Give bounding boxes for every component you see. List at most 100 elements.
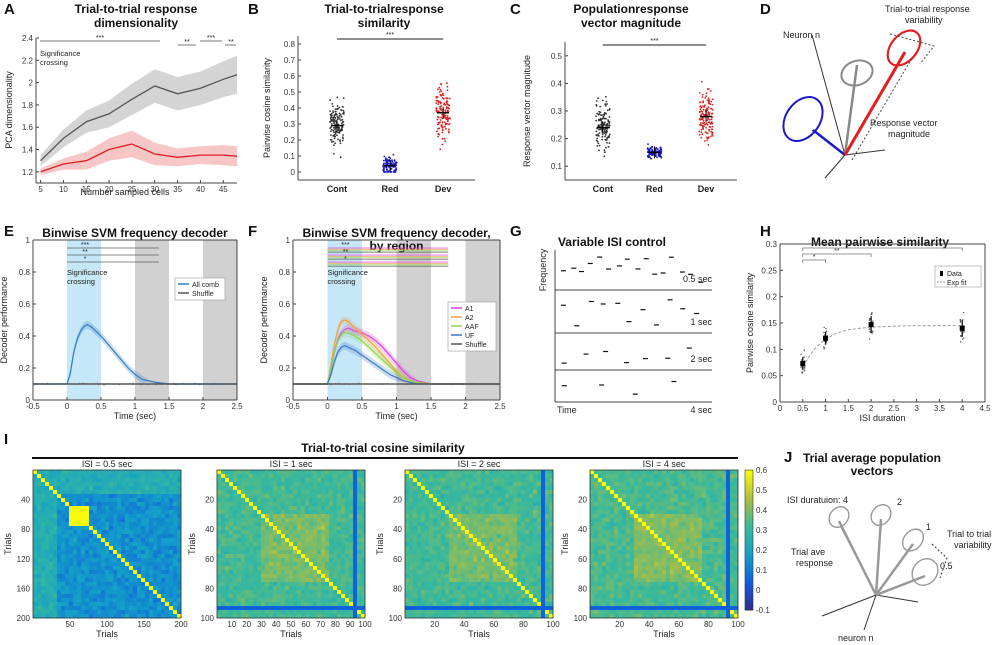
panel-i-heatmap-cell <box>221 514 226 519</box>
panel-i-heatmap-cell <box>457 474 462 479</box>
panel-i-heatmap-cell <box>137 578 142 583</box>
panel-i-heatmap-cell <box>273 558 278 563</box>
panel-i-heatmap-cell <box>133 526 138 531</box>
panel-i-heatmap-cell <box>285 574 290 579</box>
panel-i-heatmap-cell <box>41 574 46 579</box>
panel-i-heatmap-cell <box>325 534 330 539</box>
panel-i-heatmap-cell <box>61 526 66 531</box>
panel-i-heatmap-cell <box>85 494 90 499</box>
panel-i-heatmap-cell <box>145 574 150 579</box>
panel-i-heatmap-cell <box>405 470 410 475</box>
panel-i-heatmap-cell <box>441 522 446 527</box>
panel-i-heatmap-cell <box>165 562 170 567</box>
panel-c-point-Dev <box>710 112 713 115</box>
panel-i-heatmap-cell <box>221 478 226 483</box>
panel-i-heatmap-cell <box>37 594 42 599</box>
panel-i-heatmap-cell <box>161 502 166 507</box>
panel-e-sig-mark: ** <box>82 249 88 256</box>
panel-i-heatmap-cell <box>513 542 518 547</box>
panel-i-heatmap-cell <box>41 522 46 527</box>
panel-i-heatmap-cell <box>293 526 298 531</box>
panel-i-heatmap-cell <box>309 490 314 495</box>
panel-b-point-Dev <box>443 137 446 140</box>
panel-i-heatmap-cell <box>477 490 482 495</box>
panel-i-heatmap-cell <box>421 490 426 495</box>
panel-i-heatmap-cell <box>265 578 270 583</box>
panel-i-heatmap-cell <box>237 494 242 499</box>
panel-i-heatmap-cell <box>545 490 550 495</box>
panel-i-heatmap-cell <box>85 558 90 563</box>
panel-i-heatmap-cell <box>309 518 314 523</box>
panel-i-heatmap-cell <box>269 590 274 595</box>
panel-i-heatmap-cell <box>321 502 326 507</box>
panel-e-x-tick-label: 1.5 <box>163 402 175 411</box>
panel-i-heatmap-cell <box>321 510 326 515</box>
panel-i-heatmap-cell <box>537 502 542 507</box>
panel-i-heatmap-cell <box>541 526 546 531</box>
panel-i-heatmap-cell <box>69 474 74 479</box>
panel-b-point-Red <box>388 156 390 159</box>
panel-i-heatmap-cell <box>521 530 526 535</box>
panel-i-heatmap-cell <box>265 486 270 491</box>
panel-i-heatmap-cell <box>53 482 58 487</box>
panel-i-heatmap-cell <box>357 506 362 511</box>
panel-i-heatmap-cell <box>85 550 90 555</box>
panel-i-heatmap-cell <box>413 518 418 523</box>
panel-i-heatmap-cell <box>481 542 486 547</box>
panel-i-heatmap-cell <box>261 542 266 547</box>
panel-i-heatmap-cell <box>37 546 42 551</box>
panel-c-point-Dev <box>711 131 714 134</box>
panel-i-heatmap-cell <box>409 502 414 507</box>
panel-i-heatmap-cell <box>337 526 342 531</box>
panel-i-heatmap-cell <box>517 538 522 543</box>
panel-i-heatmap-cell <box>149 498 154 503</box>
panel-i-heatmap-cell <box>77 510 82 515</box>
panel-i-heatmap-cell <box>329 586 334 591</box>
panel-i-heatmap-cell <box>73 610 78 615</box>
panel-i-heatmap-cell <box>61 582 66 587</box>
panel-i-heatmap-cell <box>105 534 110 539</box>
panel-i-heatmap-cell <box>237 538 242 543</box>
panel-i-heatmap-cell <box>173 578 178 583</box>
panel-b-point-Cont <box>330 134 332 136</box>
panel-i-heatmap-cell <box>525 494 530 499</box>
panel-letter-C: C <box>510 1 521 18</box>
panel-i-heatmap-cell <box>245 582 250 587</box>
panel-i-heatmap-cell <box>233 550 238 555</box>
panel-i-heatmap-cell <box>237 486 242 491</box>
panel-i-heatmap-cell <box>65 586 70 591</box>
panel-i-heatmap-cell <box>225 594 230 599</box>
panel-i-heatmap-cell <box>225 538 230 543</box>
panel-i-heatmap-cell <box>333 510 338 515</box>
panel-i-heatmap-cell <box>165 570 170 575</box>
panel-i-heatmap-cell <box>229 598 234 603</box>
panel-i-heatmap-cell <box>45 482 50 487</box>
panel-i-heatmap-cell <box>97 486 102 491</box>
panel-i-heatmap-cell <box>545 494 550 499</box>
panel-i-heatmap-cell <box>449 470 454 475</box>
panel-f-x-tick-label: 1 <box>394 402 399 411</box>
panel-i-heatmap-cell <box>125 498 130 503</box>
panel-i-heatmap-cell <box>229 546 234 551</box>
panel-i-heatmap-cell <box>345 494 350 499</box>
panel-i-heatmap-cell <box>173 470 178 475</box>
panel-i-heatmap-cell <box>89 586 94 591</box>
panel-g-ylabel: Frequency <box>538 248 548 291</box>
panel-i-heatmap-cell <box>125 514 130 519</box>
panel-i-heatmap-cell <box>281 566 286 571</box>
panel-i-heatmap-cell <box>265 594 270 599</box>
panel-i-heatmap-cell <box>313 562 318 567</box>
panel-h-x-tick-label: 2.5 <box>888 404 900 413</box>
panel-i-heatmap-cell <box>529 522 534 527</box>
panel-i-heatmap-cell <box>149 566 154 571</box>
panel-i-heatmap-cell <box>309 474 314 479</box>
panel-i-heatmap-cell <box>85 586 90 591</box>
panel-c-y-tick-label: 0.1 <box>551 162 563 171</box>
panel-i-heatmap-cell <box>325 566 330 571</box>
panel-i-heatmap-cell <box>137 514 142 519</box>
panel-i-heatmap-cell <box>165 498 170 503</box>
panel-i-heatmap-cell <box>73 594 78 599</box>
panel-i-heatmap-cell <box>257 510 262 515</box>
panel-a-x-tick-label: 15 <box>82 185 91 194</box>
panel-i-heatmap-cell <box>421 526 426 531</box>
